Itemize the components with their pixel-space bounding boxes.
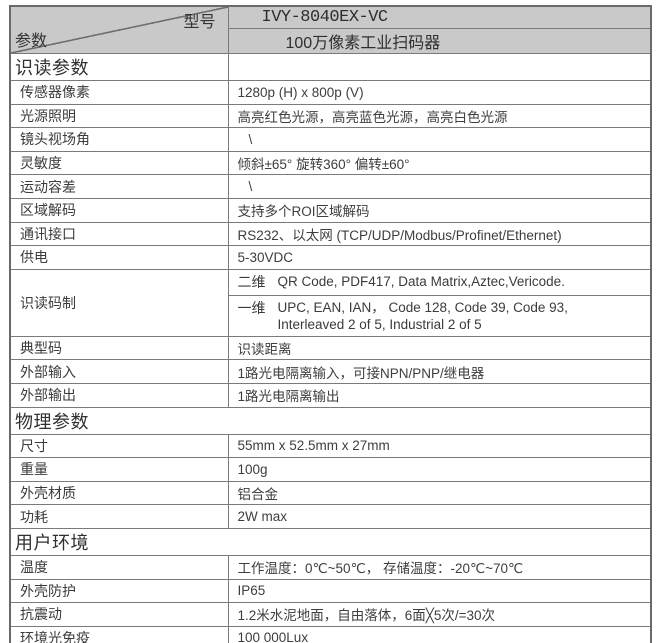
- spec-row-fov: 镜头视场角 \: [9, 127, 652, 152]
- spec-row-symbologies-2d: 识读码制 二维 QR Code, PDF417, Data Matrix,Azt…: [9, 268, 652, 337]
- spec-value: 支持多个ROI区域解码: [227, 197, 652, 223]
- section-row-environment: 用户环境: [9, 527, 652, 556]
- spec-value: 1路光电隔离输入，可接NPN/PNP/继电器: [227, 359, 652, 384]
- section-row-reading: 识读参数: [9, 53, 652, 81]
- spec-label: 尺寸: [9, 433, 229, 459]
- spec-label: 传感器像素: [9, 80, 229, 105]
- corner-model-label: 型号: [183, 14, 216, 31]
- spec-row-typical-code: 典型码 识读距离: [9, 335, 652, 361]
- spec-label: 通讯接口: [9, 221, 229, 247]
- spec-label: 功耗: [9, 504, 229, 529]
- spec-row-dimensions: 尺寸 55mm x 52.5mm x 27mm: [9, 433, 652, 459]
- symbology-2d-label: 二维: [237, 274, 266, 291]
- spec-row-weight: 重量 100g: [9, 457, 652, 482]
- spec-value: 工作温度：0℃~50℃， 存储温度：-20℃~70℃: [227, 554, 652, 580]
- spec-label: 外部输入: [9, 359, 229, 384]
- spec-value-1d: 一维 UPC, EAN, IAN， Code 128, Code 39, Cod…: [227, 294, 652, 337]
- spec-row-housing: 外壳材质 铝合金: [9, 480, 652, 506]
- spec-value: 倾斜±65° 旋转360° 偏转±60°: [227, 150, 652, 176]
- symbology-1d-label: 一维: [237, 300, 266, 317]
- spec-row-external-output: 外部输出 1路光电隔离输出: [9, 382, 652, 408]
- spec-label: 外壳防护: [9, 578, 229, 604]
- spec-table: 型号 参数 IVY-8040EX-VC 100万像素工业扫码器 识读参数 传感器…: [9, 5, 652, 643]
- spec-row-ambient-light: 环境光免疫 100 000Lux: [9, 625, 652, 643]
- spec-value: 55mm x 52.5mm x 27mm: [227, 433, 652, 459]
- spec-label: 典型码: [9, 335, 229, 361]
- model-number: IVY-8040EX-VC: [227, 5, 652, 29]
- spec-label: 运动容差: [9, 174, 229, 199]
- symbology-1d-list: UPC, EAN, IAN， Code 128, Code 39, Code 9…: [277, 300, 568, 333]
- spec-row-temperature: 温度 工作温度：0℃~50℃， 存储温度：-20℃~70℃: [9, 554, 652, 580]
- section-empty-cell: [227, 53, 652, 81]
- spec-label: 区域解码: [9, 197, 229, 223]
- spec-value: 5-30VDC: [227, 245, 652, 270]
- spec-row-ip-rating: 外壳防护 IP65: [9, 578, 652, 604]
- spec-value: RS232、以太网 (TCP/UDP/Modbus/Profinet/Ether…: [227, 221, 652, 247]
- spec-label: 外壳材质: [9, 480, 229, 506]
- product-name: 100万像素工业扫码器: [227, 28, 652, 54]
- spec-label: 光源照明: [9, 103, 229, 129]
- spec-value: 1.2米水泥地面，自由落体，6面╳5次/=30次: [227, 602, 652, 627]
- spec-label: 镜头视场角: [9, 127, 229, 152]
- section-title-reading: 识读参数: [9, 53, 229, 81]
- spec-row-interface: 通讯接口 RS232、以太网 (TCP/UDP/Modbus/Profinet/…: [9, 221, 652, 247]
- header-row-product: 100万像素工业扫码器: [10, 28, 652, 54]
- spec-label: 环境光免疫: [9, 625, 229, 643]
- symbology-2d-list: QR Code, PDF417, Data Matrix,Aztec,Veric…: [277, 274, 565, 290]
- spec-value: 100g: [227, 457, 652, 482]
- spec-row-symbologies-1d: 一维 UPC, EAN, IAN， Code 128, Code 39, Cod…: [10, 294, 652, 337]
- spec-row-power-consumption: 功耗 2W max: [9, 504, 652, 529]
- spec-value: \: [227, 174, 652, 199]
- spec-value: 100 000Lux: [227, 625, 652, 643]
- spec-value: \: [227, 127, 652, 152]
- section-title-physical: 物理参数: [9, 406, 652, 435]
- spec-value: IP65: [227, 578, 652, 604]
- spec-value: 识读距离: [227, 335, 652, 361]
- spec-label: 温度: [9, 554, 229, 580]
- corner-param-label: 参数: [15, 33, 48, 50]
- spec-value: 2W max: [227, 504, 652, 529]
- corner-cell: 型号 参数: [9, 5, 229, 54]
- spec-label: 重量: [9, 457, 229, 482]
- spec-value: 1路光电隔离输出: [227, 382, 652, 408]
- spec-label: 抗震动: [9, 602, 229, 627]
- spec-row-shock-resistance: 抗震动 1.2米水泥地面，自由落体，6面╳5次/=30次: [9, 602, 652, 627]
- spec-value: 1280p (H) x 800p (V): [227, 80, 652, 105]
- spec-row-sensitivity: 灵敏度 倾斜±65° 旋转360° 偏转±60°: [9, 150, 652, 176]
- spec-row-external-input: 外部输入 1路光电隔离输入，可接NPN/PNP/继电器: [9, 359, 652, 384]
- spec-value: 铝合金: [227, 480, 652, 506]
- spec-row-roi-decode: 区域解码 支持多个ROI区域解码: [9, 197, 652, 223]
- spec-value-2d: 二维 QR Code, PDF417, Data Matrix,Aztec,Ve…: [227, 268, 652, 296]
- spec-row-sensor: 传感器像素 1280p (H) x 800p (V): [9, 80, 652, 105]
- spec-label: 灵敏度: [9, 150, 229, 176]
- spec-label: 供电: [9, 245, 229, 270]
- spec-row-illumination: 光源照明 高亮红色光源，高亮蓝色光源，高亮白色光源: [9, 103, 652, 129]
- spec-row-motion-tolerance: 运动容差 \: [9, 174, 652, 199]
- spec-label-symbologies: 识读码制: [9, 268, 229, 337]
- header-row-model: 型号 参数 IVY-8040EX-VC: [9, 5, 652, 54]
- spec-value: 高亮红色光源，高亮蓝色光源，高亮白色光源: [227, 103, 652, 129]
- spec-label: 外部输出: [9, 382, 229, 408]
- spec-row-power: 供电 5-30VDC: [9, 245, 652, 270]
- section-title-environment: 用户环境: [9, 527, 652, 556]
- section-row-physical: 物理参数: [9, 406, 652, 435]
